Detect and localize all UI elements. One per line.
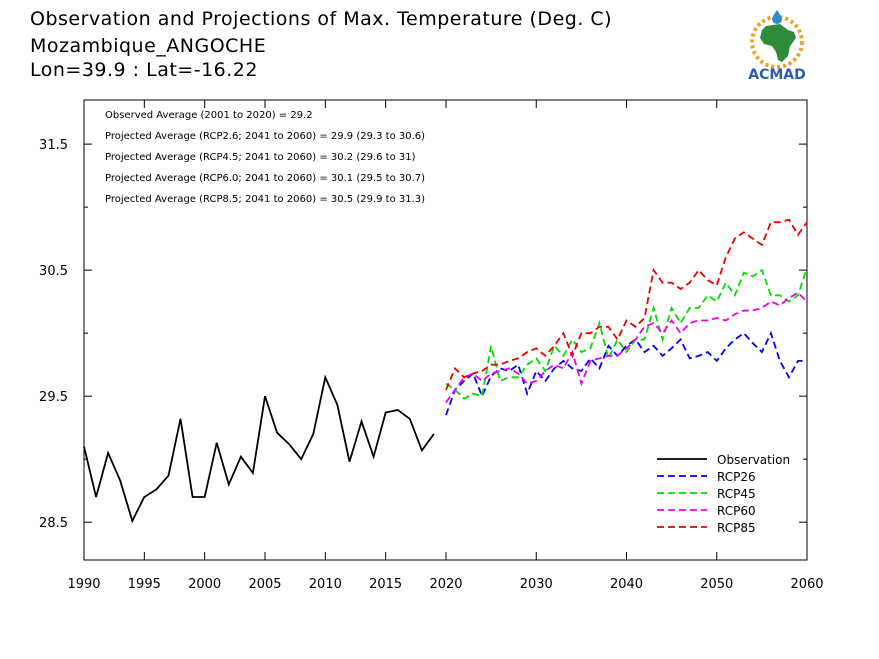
series-line-rcp26 bbox=[445, 330, 807, 416]
x-tick-label: 2010 bbox=[309, 577, 342, 592]
x-tick-label: 2040 bbox=[610, 577, 643, 592]
average-annotation: Projected Average (RCP4.5; 2041 to 2060)… bbox=[105, 152, 416, 163]
x-tick-label: 2030 bbox=[520, 577, 553, 592]
legend-label: RCP45 bbox=[717, 487, 756, 501]
average-annotation: Observed Average (2001 to 2020) = 29.2 bbox=[105, 110, 313, 121]
africa-map-icon bbox=[760, 24, 796, 62]
chart-title: Observation and Projections of Max. Temp… bbox=[30, 8, 613, 30]
y-tick-label: 29.5 bbox=[39, 390, 68, 405]
acmad-logo: ACMAD bbox=[738, 8, 816, 83]
average-annotation: Projected Average (RCP8.5; 2041 to 2060)… bbox=[105, 194, 425, 205]
x-tick-label: 2050 bbox=[700, 577, 733, 592]
series-line-rcp45 bbox=[445, 267, 808, 400]
x-tick-label: 2000 bbox=[188, 577, 221, 592]
legend-label: RCP85 bbox=[717, 521, 756, 535]
x-tick-label: 2005 bbox=[248, 577, 281, 592]
x-tick-label: 2015 bbox=[369, 577, 402, 592]
sun-rays-icon bbox=[750, 15, 804, 69]
x-tick-label: 1990 bbox=[67, 577, 100, 592]
water-drop-icon bbox=[772, 10, 782, 24]
location-name: Mozambique_ANGOCHE bbox=[30, 35, 267, 57]
series-line-rcp85 bbox=[445, 218, 808, 391]
legend-label: RCP60 bbox=[717, 504, 756, 518]
series-line-observation bbox=[83, 374, 435, 524]
x-tick-label: 1995 bbox=[128, 577, 161, 592]
location-coordinates: Lon=39.9 : Lat=-16.22 bbox=[30, 59, 258, 81]
y-tick-label: 31.5 bbox=[39, 138, 68, 153]
x-tick-label: 2020 bbox=[429, 577, 462, 592]
x-tick-label: 2060 bbox=[790, 577, 823, 592]
legend-label: Observation bbox=[717, 453, 790, 467]
average-annotation: Projected Average (RCP2.6; 2041 to 2060)… bbox=[105, 131, 425, 142]
y-tick-label: 28.5 bbox=[39, 516, 68, 531]
y-tick-label: 30.5 bbox=[39, 264, 68, 279]
logo-text: ACMAD bbox=[748, 67, 806, 82]
legend-label: RCP26 bbox=[717, 470, 756, 484]
average-annotation: Projected Average (RCP6.0; 2041 to 2060)… bbox=[105, 173, 425, 184]
series-line-rcp60 bbox=[445, 291, 808, 404]
